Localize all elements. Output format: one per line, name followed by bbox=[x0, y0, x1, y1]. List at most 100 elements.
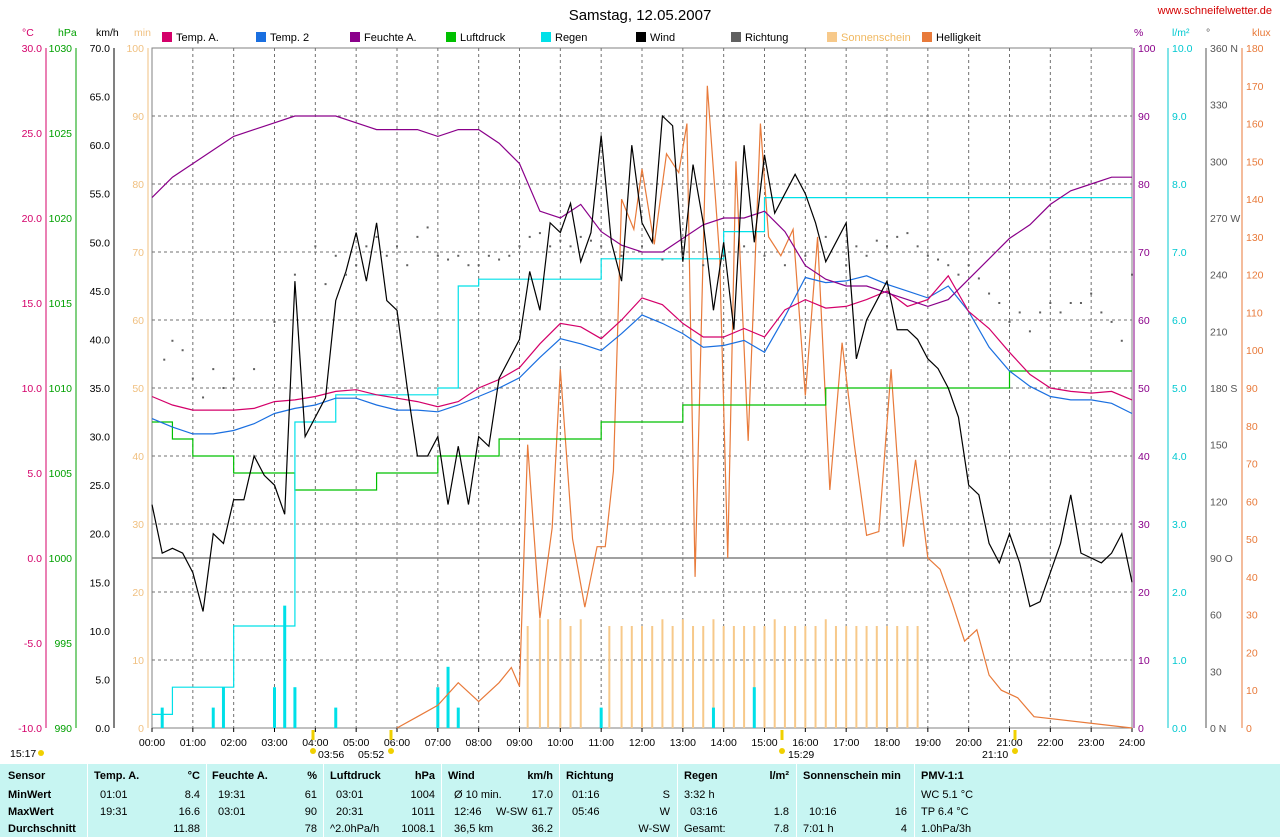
richtung-min-time: 01:16 bbox=[572, 789, 600, 801]
temp-tick-label: 10.0 bbox=[22, 383, 43, 395]
direction-point bbox=[906, 232, 909, 235]
direction-tick-label: 30 bbox=[1210, 666, 1222, 678]
temp-avg: 11.88 bbox=[173, 823, 200, 835]
direction-point bbox=[538, 232, 541, 235]
stats-richtung-header: Richtung bbox=[566, 770, 614, 782]
regen-total-label: Gesamt: bbox=[684, 823, 726, 835]
feuchte-avg: 78 bbox=[304, 823, 317, 835]
direction-point bbox=[467, 264, 470, 267]
druck-min-time: 03:01 bbox=[336, 789, 364, 801]
sun-tick-label: 40 bbox=[132, 451, 144, 463]
direction-point bbox=[222, 387, 225, 389]
legend-label: Feuchte A. bbox=[364, 32, 417, 44]
direction-point bbox=[171, 339, 174, 342]
regen-total: 7.8 bbox=[773, 823, 789, 835]
sun-tick-label: 0 bbox=[138, 723, 144, 735]
direction-point bbox=[763, 254, 766, 257]
x-tick-label: 06:00 bbox=[384, 737, 410, 749]
series-temp-a bbox=[151, 274, 1133, 411]
direction-tick-label: 90 O bbox=[1210, 553, 1233, 565]
direction-point bbox=[202, 396, 205, 399]
direction-point bbox=[1059, 311, 1062, 314]
direction-point bbox=[344, 273, 347, 276]
lux-tick-label: 170 bbox=[1246, 81, 1264, 93]
legend-label: Richtung bbox=[745, 32, 788, 44]
stats-regen-unit: l/m² bbox=[769, 770, 789, 782]
site-link[interactable]: www.schneifelwetter.de bbox=[1157, 5, 1272, 17]
lux-tick-label: 130 bbox=[1246, 232, 1264, 244]
series-helligkeit bbox=[396, 85, 1133, 729]
sun-tick-label: 80 bbox=[132, 179, 144, 191]
humidity-unit-label: % bbox=[1134, 27, 1143, 39]
row-label-max: MaxWert bbox=[8, 806, 54, 818]
lux-unit-label: klux bbox=[1252, 27, 1271, 39]
direction-point bbox=[508, 254, 511, 257]
pressure-tick-label: 990 bbox=[54, 723, 72, 735]
x-tick-label: 01:00 bbox=[180, 737, 206, 749]
direction-point bbox=[1100, 311, 1103, 314]
direction-point bbox=[253, 368, 256, 371]
direction-point bbox=[191, 377, 194, 380]
rain-tick-label: 2.0 bbox=[1172, 587, 1187, 599]
lux-tick-label: 70 bbox=[1246, 459, 1258, 471]
stats-druck-unit: hPa bbox=[414, 770, 435, 782]
legend-label: Temp. 2 bbox=[270, 32, 309, 44]
legend-swatch bbox=[162, 32, 172, 42]
direction-tick-label: 240 bbox=[1210, 270, 1228, 282]
direction-tick-label: 210 bbox=[1210, 326, 1228, 338]
stats-panel: Sensor MinWert MaxWert Durchschnitt Temp… bbox=[0, 764, 1280, 837]
rain-tick-label: 1.0 bbox=[1172, 655, 1187, 667]
direction-point bbox=[293, 273, 296, 276]
direction-point bbox=[661, 258, 664, 261]
lux-tick-label: 120 bbox=[1246, 270, 1264, 282]
x-tick-label: 03:00 bbox=[261, 737, 287, 749]
direction-point bbox=[947, 264, 950, 267]
lux-tick-label: 10 bbox=[1246, 685, 1258, 697]
pressure-tick-label: 1020 bbox=[49, 213, 73, 225]
direction-point bbox=[702, 264, 705, 267]
direction-point bbox=[314, 245, 317, 248]
stats-druck-header: Luftdruck bbox=[330, 770, 381, 782]
x-tick-label: 07:00 bbox=[425, 737, 451, 749]
rain-tick-label: 9.0 bbox=[1172, 111, 1187, 123]
direction-point bbox=[1028, 330, 1031, 333]
sunset-label: 21:10 bbox=[982, 749, 1008, 761]
sunrise-label: 03:56 bbox=[318, 749, 344, 761]
direction-point bbox=[334, 254, 337, 257]
wind-tick-label: 10.0 bbox=[90, 626, 111, 638]
sun-tick-label: 100 bbox=[126, 43, 144, 55]
druck-trend: ^2.0hPa/h bbox=[330, 823, 380, 835]
sonne-max: 16 bbox=[894, 806, 907, 818]
stats-wind-header: Wind bbox=[448, 770, 475, 782]
humidity-tick-label: 20 bbox=[1138, 587, 1150, 599]
rain-tick-label: 0.0 bbox=[1172, 723, 1187, 735]
x-tick-label: 22:00 bbox=[1037, 737, 1063, 749]
direction-point bbox=[365, 245, 368, 248]
series-regen bbox=[152, 197, 1132, 715]
richtung-max-time: 05:46 bbox=[572, 806, 600, 818]
direction-point bbox=[641, 245, 643, 248]
direction-point bbox=[163, 358, 166, 361]
regen-duration: 3:32 h bbox=[684, 789, 715, 801]
x-tick-label: 21:00 bbox=[996, 737, 1022, 749]
wind-tick-label: 30.0 bbox=[90, 432, 111, 444]
wind-tick-label: 0.0 bbox=[95, 723, 110, 735]
legend-label: Temp. A. bbox=[176, 32, 219, 44]
stats-sensor-header: Sensor bbox=[8, 770, 46, 782]
sun-marker-icon bbox=[779, 748, 785, 754]
sun-unit-label: min bbox=[134, 27, 151, 39]
legend-swatch bbox=[256, 32, 266, 42]
direction-point bbox=[447, 258, 450, 261]
sun-tick-label: 10 bbox=[132, 655, 144, 667]
temp-min-time: 01:01 bbox=[100, 789, 128, 801]
x-tick-label: 05:00 bbox=[343, 737, 369, 749]
row-label-min: MinWert bbox=[8, 789, 52, 801]
pressure-tick-label: 1030 bbox=[49, 43, 73, 55]
sun-tick-label: 20 bbox=[132, 587, 144, 599]
rain-tick-label: 3.0 bbox=[1172, 519, 1187, 531]
direction-tick-label: 60 bbox=[1210, 610, 1222, 622]
direction-tick-label: 180 S bbox=[1210, 383, 1237, 395]
lux-tick-label: 60 bbox=[1246, 496, 1258, 508]
lux-tick-label: 30 bbox=[1246, 610, 1258, 622]
temp-max-time: 19:31 bbox=[100, 806, 128, 818]
